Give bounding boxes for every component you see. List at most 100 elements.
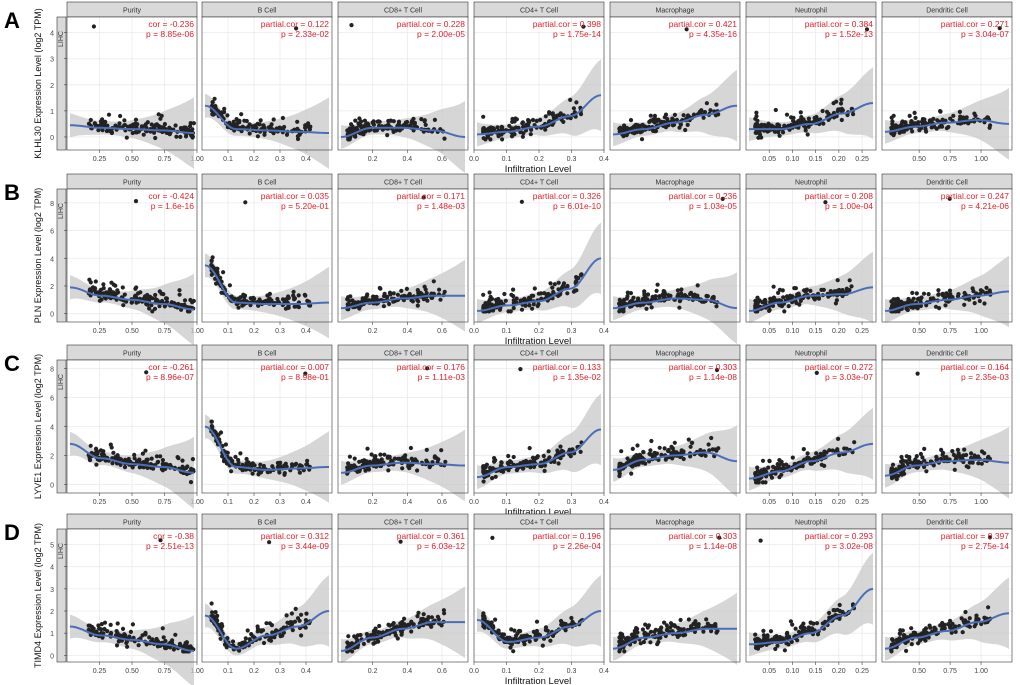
data-point	[514, 468, 520, 473]
data-point	[247, 131, 252, 136]
data-point	[617, 473, 622, 479]
confidence-band	[613, 272, 737, 345]
data-point	[648, 640, 653, 645]
panel-title: Neutrophil	[795, 180, 827, 187]
data-point	[835, 278, 840, 283]
data-point	[851, 112, 856, 117]
data-point	[578, 449, 583, 454]
data-point	[543, 114, 548, 119]
panel-title: Dendritic Cell	[926, 8, 968, 15]
data-point	[924, 469, 929, 474]
x-axis-label: Infiltration Level	[505, 676, 572, 685]
data-point	[499, 132, 504, 137]
data-point	[779, 459, 784, 464]
data-point	[363, 129, 368, 134]
data-point	[404, 286, 409, 291]
data-point	[803, 128, 808, 133]
data-point	[180, 464, 185, 469]
data-point	[661, 293, 666, 299]
x-tick-label: 0.2	[249, 156, 259, 163]
fit-line	[612, 104, 738, 136]
data-point	[118, 633, 123, 638]
data-point	[136, 643, 141, 648]
data-point	[98, 448, 103, 453]
data-point	[432, 117, 437, 122]
data-point	[249, 632, 254, 637]
data-point	[898, 464, 903, 469]
data-point	[371, 458, 376, 463]
correlation-label: cor = -0.38	[153, 531, 194, 541]
data-point	[257, 122, 262, 127]
data-point	[891, 297, 896, 302]
data-point	[250, 471, 255, 476]
p-value-label: p = 1.14e-08	[689, 372, 737, 382]
data-point	[481, 468, 486, 473]
p-value-label: p = 3.03e-07	[825, 372, 873, 382]
data-point	[571, 106, 577, 111]
data-point	[539, 296, 544, 301]
data-point	[844, 446, 849, 451]
data-point	[777, 133, 782, 138]
y-tick-label: 1	[50, 109, 54, 116]
data-point	[760, 480, 766, 485]
data-point	[118, 113, 123, 119]
data-point	[125, 644, 130, 649]
data-point	[425, 298, 430, 303]
data-point	[490, 535, 495, 541]
data-point	[145, 292, 150, 298]
data-point	[269, 623, 274, 628]
data-point	[209, 263, 214, 268]
data-point	[225, 113, 230, 118]
data-point	[916, 641, 921, 646]
data-point	[835, 607, 840, 612]
p-value-label: p = 1.6e-16	[151, 201, 195, 211]
data-point	[523, 303, 528, 308]
p-value-label: p = 1.35e-02	[553, 372, 601, 382]
data-point	[947, 196, 952, 201]
data-point	[518, 367, 523, 372]
x-tick-label: 0.50	[125, 156, 139, 163]
data-point	[703, 453, 708, 458]
data-point	[419, 616, 424, 622]
x-tick-label: 0.20	[832, 499, 846, 506]
fit-line	[69, 124, 194, 134]
data-point	[415, 614, 420, 619]
y-tick-label: 1	[50, 631, 54, 638]
data-point	[693, 619, 698, 624]
y-tick-label: 8	[50, 367, 54, 374]
data-point	[714, 448, 719, 453]
data-point	[624, 125, 630, 131]
data-point	[487, 290, 492, 295]
panel-title: Neutrophil	[795, 8, 827, 15]
data-point	[917, 128, 922, 133]
data-point	[890, 462, 896, 467]
x-tick-label: 0.50	[125, 499, 139, 506]
data-point	[951, 113, 956, 118]
data-point	[303, 125, 308, 130]
data-point	[481, 479, 486, 484]
data-point	[898, 631, 903, 636]
data-point	[503, 298, 508, 303]
x-tick-label: 0.4	[599, 328, 609, 335]
data-point	[190, 457, 195, 462]
panel-border	[201, 16, 333, 151]
p-value-label: p = 3.02e-08	[825, 541, 873, 551]
panel-title: Dendritic Cell	[926, 351, 968, 358]
data-point	[557, 292, 562, 297]
data-point	[248, 296, 253, 301]
data-point	[441, 608, 446, 613]
x-tick-label: 0.0	[469, 668, 479, 675]
correlation-label: partial.cor = 0.271	[941, 19, 1010, 29]
data-point	[134, 300, 139, 305]
y-tick-label: 4	[50, 425, 54, 432]
data-point	[659, 119, 664, 125]
data-point	[488, 297, 493, 302]
data-point	[262, 132, 267, 137]
data-point	[242, 298, 247, 303]
y-tick-label: 5	[50, 543, 54, 550]
data-point	[772, 129, 778, 134]
data-point	[386, 622, 391, 627]
